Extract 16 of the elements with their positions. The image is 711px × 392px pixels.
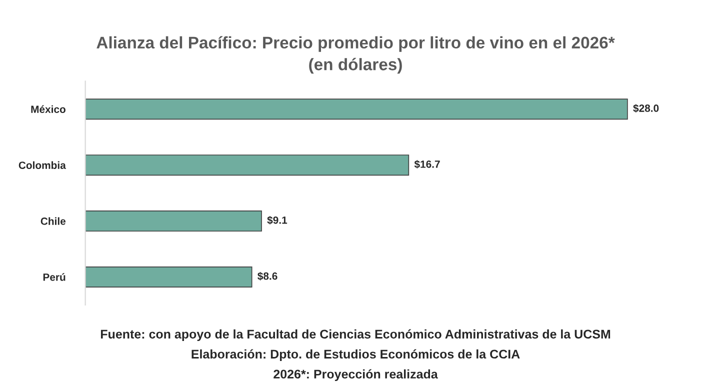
- bar: [85, 98, 628, 120]
- bar: [85, 154, 410, 176]
- y-tick-label: México: [31, 105, 66, 113]
- y-tick-label: Chile: [40, 217, 66, 225]
- bar: [85, 266, 252, 288]
- y-tick-label: Colombia: [18, 161, 66, 169]
- bar: [85, 210, 262, 232]
- text: 2026*: Proyección realizada: [274, 369, 438, 382]
- data-label: $9.1: [267, 216, 288, 225]
- source-note: Fuente: con apoyo de la Facultad de Ciencias Económico Administrativas de la UCSM: [100, 329, 610, 342]
- chart-title: Alianza del Pacífico: Precio promedio por litro de vino en el 2026* (en dólares): [96, 36, 615, 74]
- y-tick-label: Perú: [43, 273, 66, 281]
- data-label: $8.6: [258, 272, 278, 280]
- data-label: $28.0: [633, 104, 659, 113]
- text: Elaboración: Dpto. de Estudios Económicos de la CCIA: [192, 349, 520, 362]
- data-label: $16.7: [414, 160, 440, 169]
